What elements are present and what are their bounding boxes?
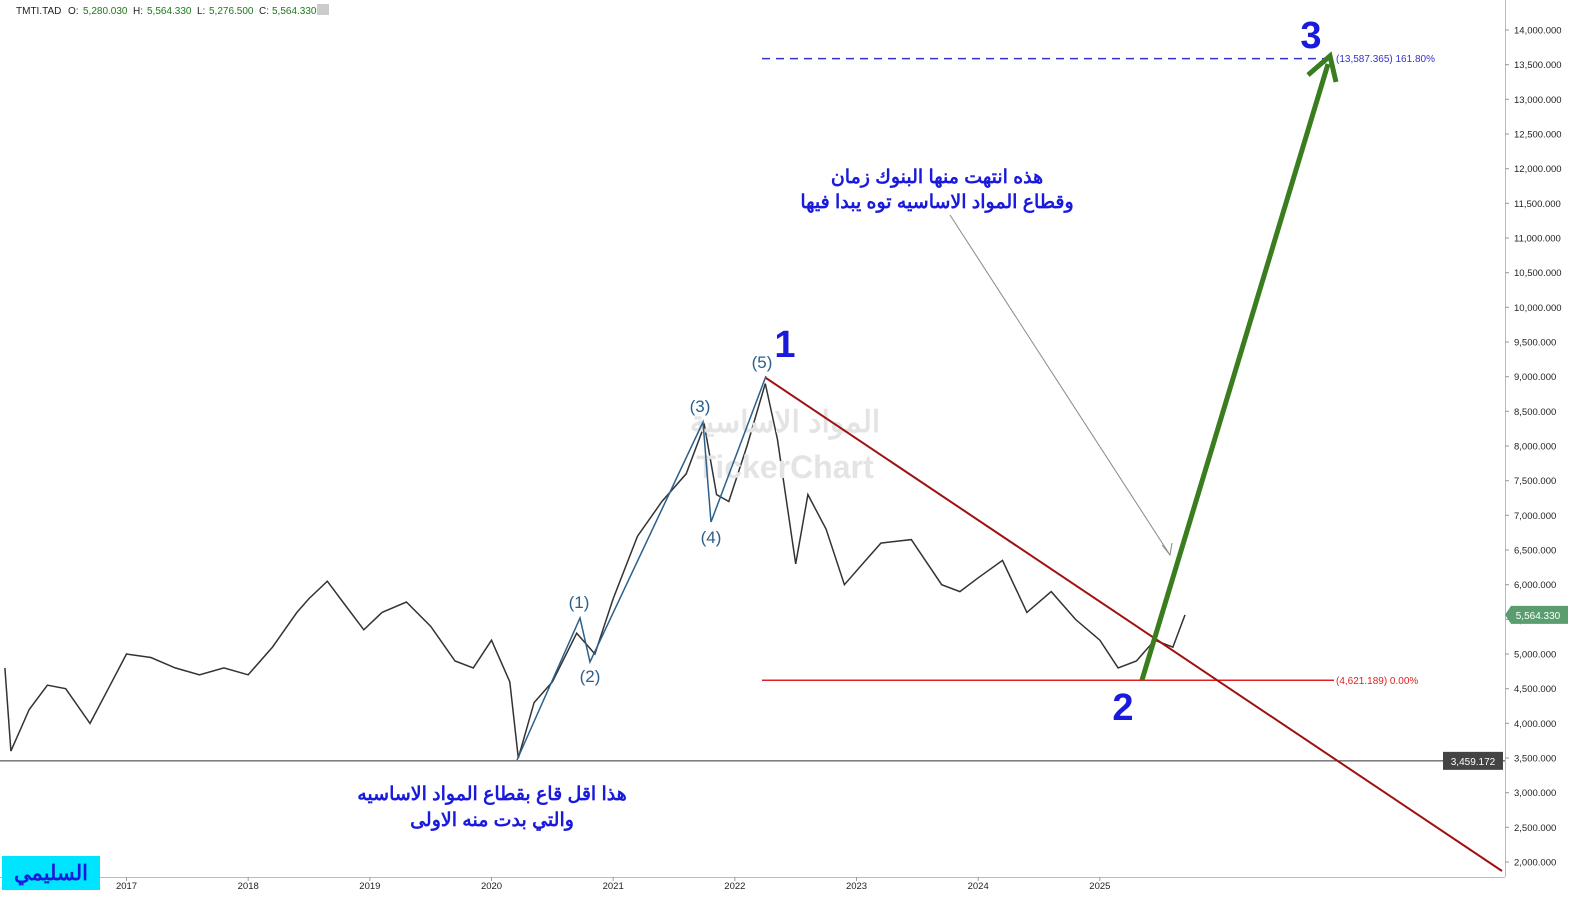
ohlc-value: 5,276.500 [209, 6, 254, 17]
y-tick-label: 3,500.000 [1514, 754, 1556, 765]
y-tick-label: 13,000.000 [1514, 95, 1562, 106]
y-tick-label: 2,500.000 [1514, 823, 1556, 834]
pointer-head [1161, 542, 1173, 557]
y-tick-label: 4,500.000 [1514, 684, 1556, 695]
wave-label: 3 [1300, 15, 1321, 57]
price-box-label: 3,459.172 [1451, 757, 1496, 768]
projection-arrow-head [1306, 51, 1339, 83]
x-tick-label: 2024 [968, 881, 989, 892]
projection-arrow [1139, 63, 1331, 681]
note: هذه انتهت منها البنوك زمان [831, 167, 1043, 188]
y-tick-label: 10,500.000 [1514, 268, 1562, 279]
note: وقطاع المواد الاساسيه توه يبدا فيها [800, 192, 1073, 213]
wave-lines [516, 375, 767, 761]
wave-label: 2 [1112, 687, 1133, 729]
y-tick-label: 11,500.000 [1514, 199, 1561, 210]
fib-label: (4,621.189) 0.00% [1336, 676, 1418, 687]
x-tick-label: 2019 [359, 881, 380, 892]
trend-line [765, 377, 1503, 872]
note: هذا اقل قاع بقطاع المواد الاساسيه [357, 784, 627, 805]
x-tick-label: 2021 [603, 881, 624, 892]
x-tick-label: 2022 [724, 881, 745, 892]
y-tick-label: 10,000.000 [1514, 303, 1562, 314]
y-tick-label: 7,500.000 [1514, 476, 1556, 487]
sub-wave-label: (4) [701, 528, 722, 547]
signature-box [2, 856, 100, 890]
price-line [4, 383, 1186, 759]
signature: السليمي [14, 862, 88, 886]
wave-label: 1 [774, 324, 795, 366]
y-tick-label: 5,000.000 [1514, 650, 1556, 661]
ohlc-label: H: [133, 6, 143, 17]
plot: 2,000.000 2,500.000 3,000.000 3,500.000 4,00… [0, 26, 1562, 892]
ohlc-label: L: [197, 6, 205, 17]
y-tick-label: 13,500.000 [1514, 60, 1562, 71]
y-tick-label: 4,000.000 [1514, 719, 1556, 730]
fib-label: (13,587.365) 161.80% [1336, 54, 1435, 65]
note: والتي بدت منه الاولى [410, 810, 574, 832]
sub-wave-label: (3) [690, 397, 711, 416]
y-tick-label: 7,000.000 [1514, 511, 1556, 522]
x-tick-label: 2025 [1089, 881, 1110, 892]
y-tick-label: 12,500.000 [1514, 130, 1562, 141]
y-tick-label: 11,000.000 [1514, 234, 1561, 245]
price-box [1443, 751, 1503, 770]
header: TMTI.TAD O: 5,280.030 H: 5,564.330 L: 5,… [16, 4, 329, 17]
y-tick-label: 14,000.000 [1514, 26, 1562, 37]
last-price-tag [1505, 605, 1568, 624]
last-price-label: 5,564.330 [1516, 611, 1561, 622]
sub-wave-label: (5) [752, 353, 773, 372]
ohlc-label: O: [68, 6, 79, 17]
y-tick-label: 9,500.000 [1514, 338, 1556, 349]
y-tick-label: 12,000.000 [1514, 164, 1562, 175]
x-tick-label: 2018 [238, 881, 259, 892]
y-tick-label: 8,500.000 [1514, 407, 1556, 418]
ohlc-value: 5,564.330 [147, 6, 192, 17]
sub-wave-label: (2) [580, 667, 601, 686]
watermark: TickerChart [696, 449, 874, 485]
y-tick-label: 8,000.000 [1514, 442, 1556, 453]
pointer-line [949, 214, 1171, 556]
more-button[interactable] [317, 4, 329, 15]
x-tick-label: 2017 [116, 881, 137, 892]
y-tick-label: 9,000.000 [1514, 372, 1556, 383]
y-tick-label: 6,000.000 [1514, 580, 1556, 591]
y-tick-label: 3,000.000 [1514, 788, 1556, 799]
x-tick-label: 2020 [481, 881, 502, 892]
ohlc-value: 5,280.030 [83, 6, 128, 17]
y-tick-label: 6,500.000 [1514, 546, 1556, 557]
symbol: TMTI.TAD [16, 6, 61, 17]
ohlc-value: 5,564.330 [272, 6, 317, 17]
ohlc-label: C: [259, 6, 269, 17]
y-tick-label: 2,000.000 [1514, 858, 1556, 869]
sub-wave-label: (1) [569, 593, 590, 612]
x-tick-label: 2023 [846, 881, 867, 892]
